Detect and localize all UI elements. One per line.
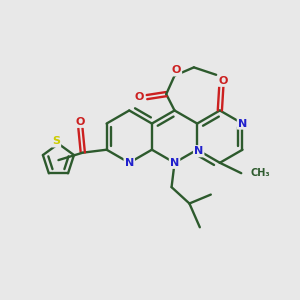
Text: O: O (172, 65, 181, 75)
Text: CH₃: CH₃ (251, 168, 270, 178)
Text: N: N (170, 158, 179, 168)
Text: N: N (124, 158, 134, 168)
Text: N: N (194, 146, 203, 156)
Text: N: N (238, 118, 247, 128)
Text: O: O (219, 76, 228, 86)
Text: O: O (76, 117, 85, 127)
Text: O: O (135, 92, 144, 102)
Text: S: S (52, 136, 60, 146)
